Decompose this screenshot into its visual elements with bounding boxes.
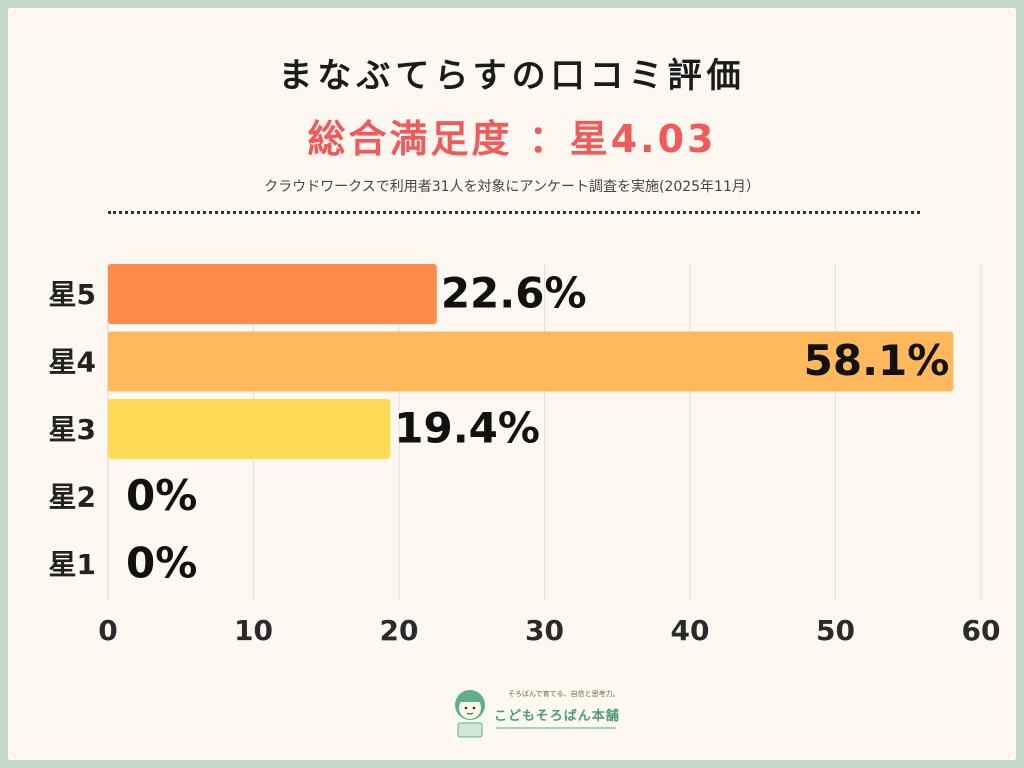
logo-name: こどもそろばん本舗 — [494, 709, 620, 724]
bar-star3 — [108, 399, 391, 459]
bar-star5 — [108, 264, 437, 324]
dotted-divider — [108, 211, 920, 214]
bar-star4 — [108, 331, 954, 392]
data-label: 19.4% — [394, 404, 540, 453]
girl-mascot-icon — [455, 690, 485, 738]
category-label: 星5 — [49, 278, 96, 311]
category-label: 星2 — [49, 481, 96, 514]
x-tick-label: 50 — [816, 614, 855, 647]
logo-underline — [496, 727, 616, 729]
survey-note: クラウドワークスで利用者31人を対象にアンケート調査を実施(2025年11月） — [264, 179, 760, 195]
logo-tagline: そろばんで育てる、自信と思考力。 — [508, 690, 620, 698]
category-label: 星1 — [49, 548, 96, 581]
category-label: 星3 — [49, 413, 96, 446]
x-tick-label: 0 — [98, 614, 117, 647]
x-tick-label: 30 — [525, 614, 564, 647]
x-tick-label: 10 — [234, 614, 273, 647]
x-tick-label: 40 — [671, 614, 710, 647]
x-tick-label: 20 — [380, 614, 419, 647]
brand-logo: そろばんで育てる、自信と思考力。 こどもそろばん本舗 — [444, 683, 636, 741]
data-label: 22.6% — [441, 269, 587, 318]
x-tick-label: 60 — [962, 614, 1001, 647]
page-title: まなぶてらすの口コミ評価 — [278, 56, 746, 96]
category-label: 星4 — [49, 346, 96, 379]
data-label: 0% — [126, 471, 197, 520]
overall-rating: 総合満足度 ：星4.03 — [307, 117, 717, 161]
data-label: 58.1% — [804, 336, 950, 385]
data-label: 0% — [126, 539, 197, 588]
